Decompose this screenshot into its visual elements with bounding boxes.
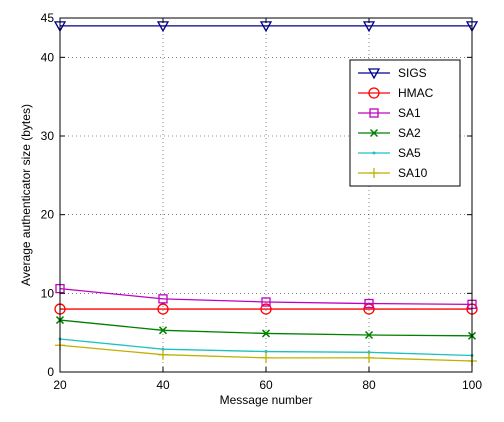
- legend-label-sigs: SIGS: [398, 66, 427, 80]
- legend-label-sa10: SA10: [398, 166, 428, 180]
- legend-label-sa1: SA1: [398, 106, 421, 120]
- x-tick-label: 20: [53, 378, 67, 392]
- x-tick-label: 40: [156, 378, 170, 392]
- y-axis-label: Average authenticator size (bytes): [19, 104, 33, 286]
- x-tick-label: 100: [462, 378, 482, 392]
- legend-marker-sa5: [373, 152, 376, 155]
- series-sa2: [57, 317, 476, 340]
- x-tick-label: 60: [259, 378, 273, 392]
- y-tick-label: 20: [41, 208, 55, 222]
- x-tick-label: 80: [362, 378, 376, 392]
- y-tick-label: 0: [47, 365, 54, 379]
- legend-label-sa5: SA5: [398, 146, 421, 160]
- x-axis-label: Message number: [220, 393, 313, 407]
- data-point-sa10: [158, 350, 168, 360]
- legend: SIGS HMAC SA1 SA2 SA5 SA10: [350, 60, 460, 186]
- legend-label-sa2: SA2: [398, 126, 421, 140]
- data-point-sa10: [261, 353, 271, 363]
- data-point-sa5: [265, 350, 268, 353]
- y-tick-label: 30: [41, 129, 55, 143]
- data-point-sa10: [364, 353, 374, 363]
- series-sigs: [55, 22, 477, 31]
- y-tick-label: 40: [41, 50, 55, 64]
- y-tick-label: 45: [41, 11, 55, 25]
- series-sa1: [56, 285, 476, 309]
- y-tick-label: 10: [41, 286, 55, 300]
- legend-label-hmac: HMAC: [398, 86, 434, 100]
